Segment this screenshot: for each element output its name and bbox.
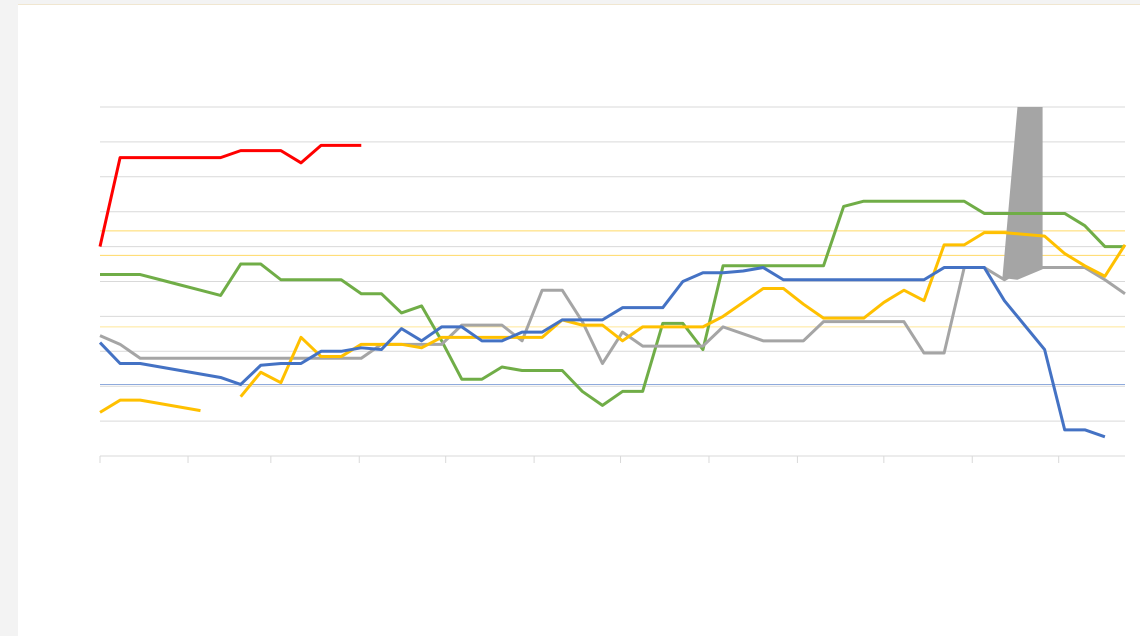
series-line [100, 199, 1125, 407]
series-line [98, 143, 362, 247]
band-area [1002, 107, 1043, 280]
series-line [99, 231, 1127, 414]
series-line [99, 266, 1126, 366]
series-line [98, 266, 1106, 439]
